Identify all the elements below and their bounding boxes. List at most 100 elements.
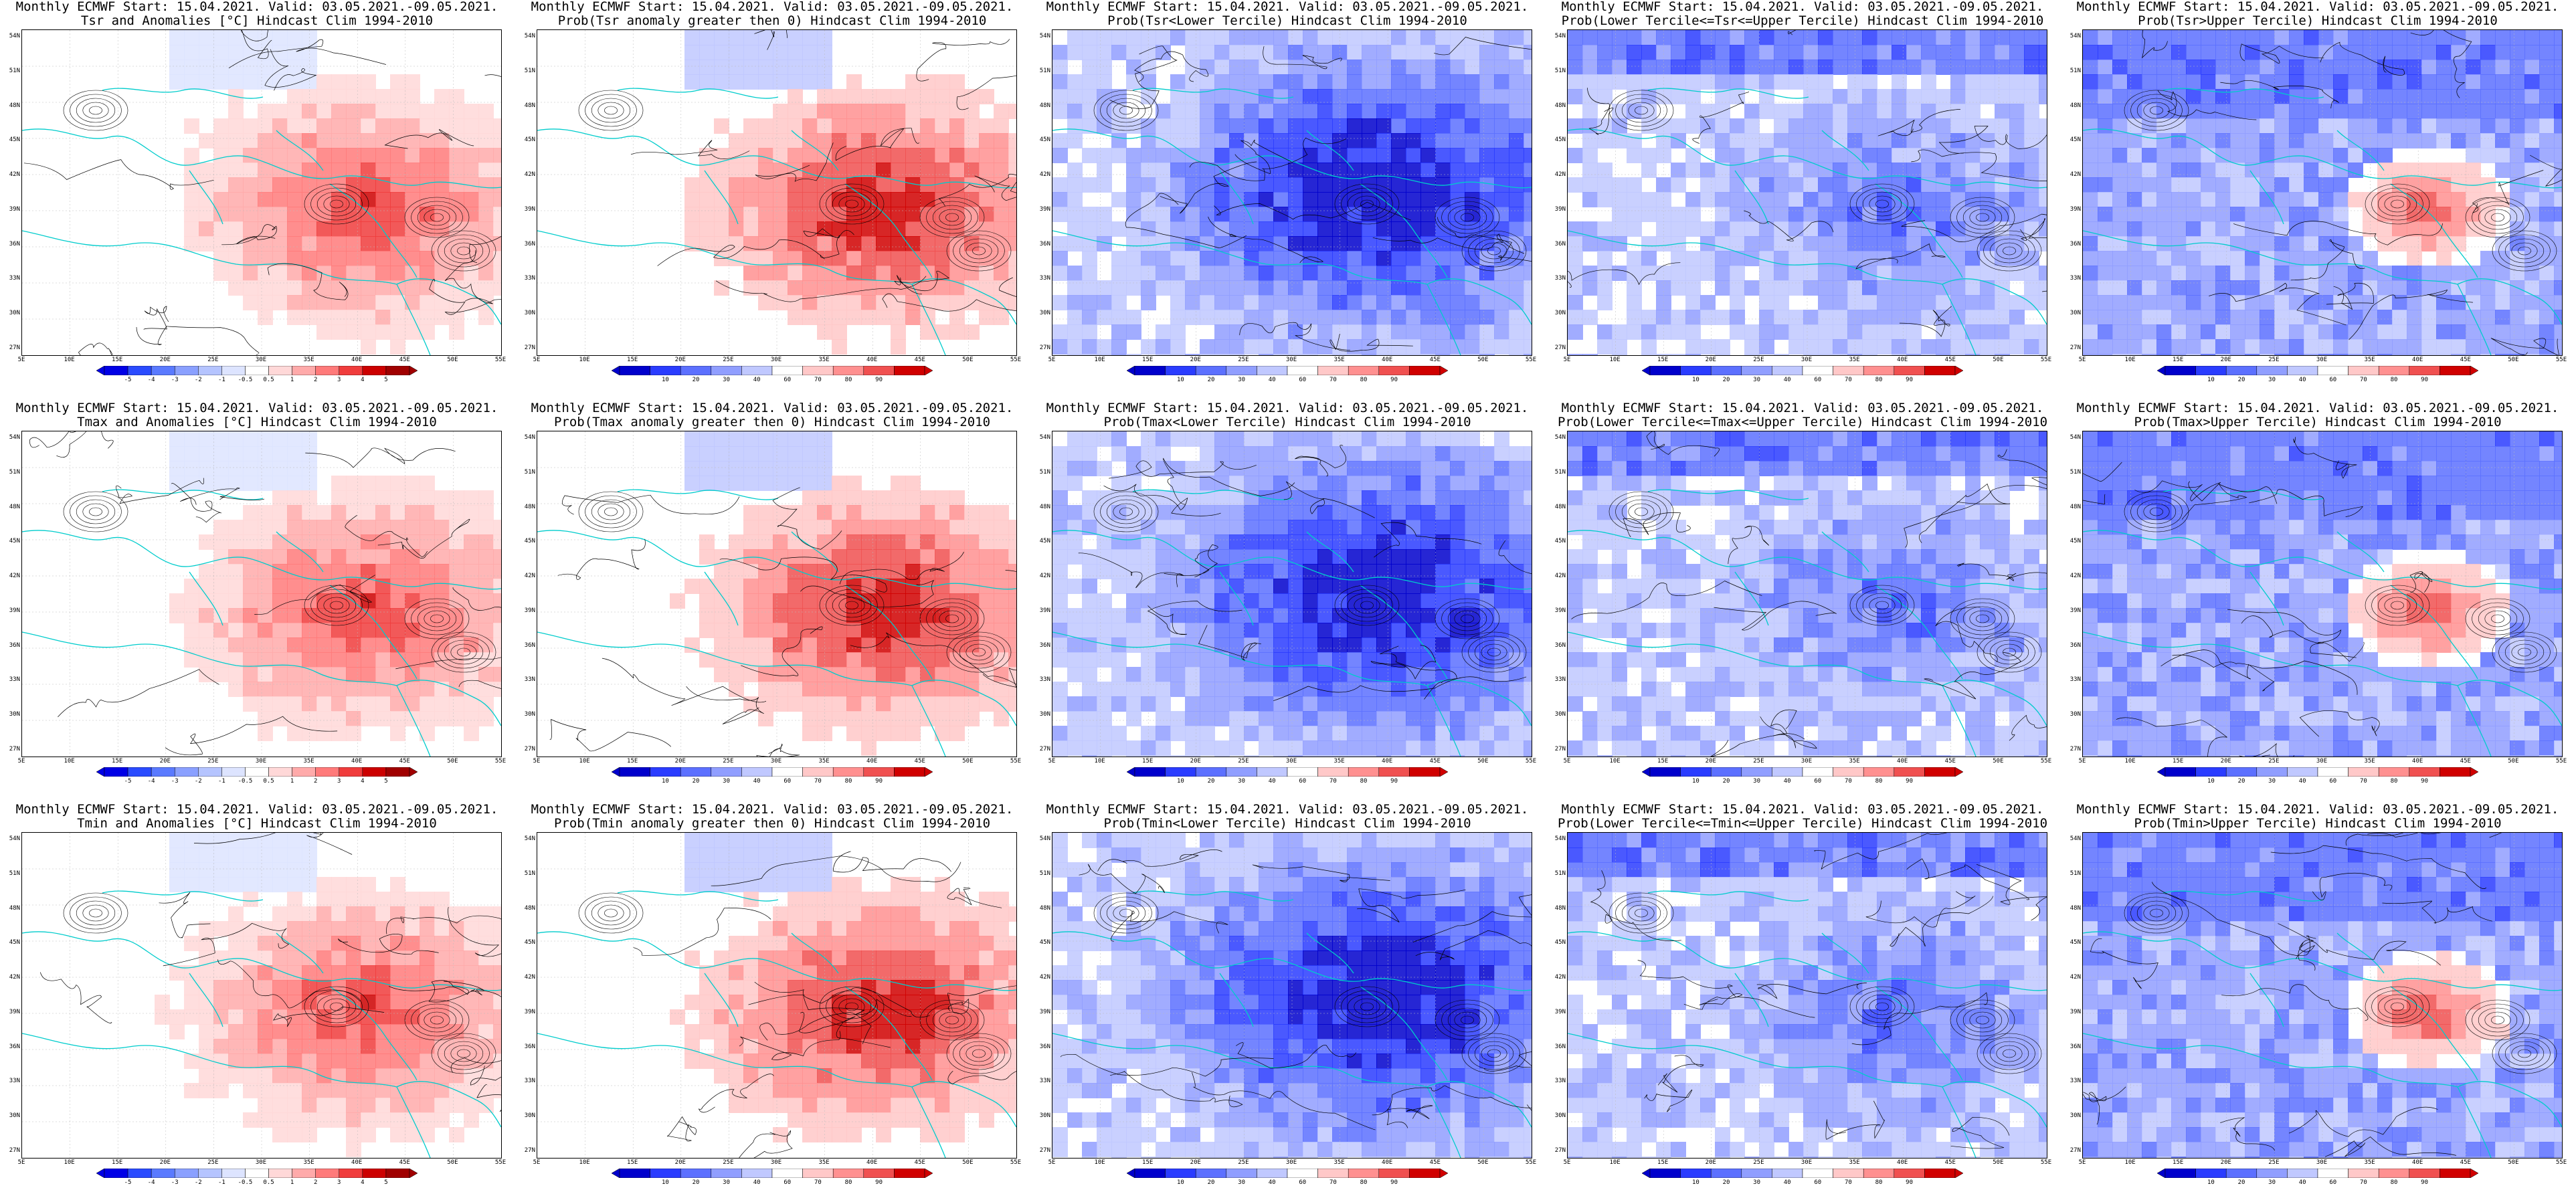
- latitude-label: 36N: [524, 641, 535, 649]
- latitude-label: 39N: [2069, 607, 2081, 614]
- colorbar-label: 60: [1814, 377, 1822, 383]
- latitude-label: 39N: [524, 607, 535, 614]
- colorbar-label: 60: [2329, 377, 2337, 383]
- map-svg: [1568, 30, 2047, 355]
- colorbar-label: 4: [361, 1179, 365, 1186]
- longitude-label: 5E: [1563, 758, 1571, 765]
- panel-title-line2: Prob(Tmin>Upper Tercile) Hindcast Clim 1…: [2134, 816, 2502, 831]
- map-svg: [2083, 833, 2562, 1158]
- longitude-label: 20E: [674, 758, 686, 765]
- latitude-label: 48N: [524, 904, 535, 912]
- longitude-label: 45E: [399, 357, 410, 363]
- colorbar: [1126, 1168, 1449, 1179]
- panel-title: Monthly ECMWF Start: 15.04.2021. Valid: …: [1033, 803, 1542, 831]
- colorbar-label: 30: [1753, 778, 1761, 785]
- longitude-label: 25E: [1753, 357, 1764, 363]
- longitude-label: 10E: [64, 357, 75, 363]
- latitude-label: 42N: [524, 573, 535, 580]
- longitude-label: 35E: [303, 357, 314, 363]
- latitude-label: 33N: [1039, 1078, 1050, 1085]
- colorbar-label: -2: [194, 1179, 202, 1186]
- longitude-label: 40E: [1897, 357, 1908, 363]
- longitude-label: 45E: [1944, 1159, 1956, 1166]
- longitude-label: 35E: [1849, 758, 1860, 765]
- latitude-label: 33N: [1554, 676, 1566, 684]
- longitude-label: 5E: [533, 758, 541, 765]
- colorbar-label: 30: [2268, 1179, 2276, 1186]
- colorbar-label: 90: [2421, 778, 2429, 785]
- latitude-label: 36N: [9, 1043, 20, 1050]
- latitude-label: 51N: [1039, 870, 1050, 877]
- colorbar: [1641, 767, 1964, 777]
- latitude-label: 48N: [1554, 904, 1566, 912]
- latitude-label: 54N: [9, 835, 20, 842]
- latitude-label: 39N: [1039, 205, 1050, 213]
- longitude-label: 20E: [2220, 357, 2231, 363]
- longitude-label: 10E: [1094, 357, 1105, 363]
- colorbar-label: 30: [1753, 1179, 1761, 1186]
- latitude-label: 51N: [9, 468, 20, 476]
- colorbar-label: 10: [661, 1179, 669, 1186]
- colorbar-label: 30: [1238, 377, 1246, 383]
- latitude-label: 36N: [524, 240, 535, 247]
- longitude-label: 45E: [1944, 758, 1956, 765]
- map-area: [537, 29, 1017, 356]
- latitude-label: 42N: [2069, 171, 2081, 179]
- latitude-label: 54N: [9, 434, 20, 441]
- longitude-label: 15E: [627, 357, 638, 363]
- colorbar-label: -4: [147, 778, 155, 785]
- longitude-label: 45E: [2460, 758, 2471, 765]
- longitude-label: 25E: [207, 758, 219, 765]
- colorbar-label: 30: [2268, 778, 2276, 785]
- longitude-label: 5E: [2078, 1159, 2086, 1166]
- longitude-label: 25E: [207, 357, 219, 363]
- latitude-label: 45N: [524, 939, 535, 946]
- colorbar-label: 80: [1875, 377, 1883, 383]
- panel-title-line1: Monthly ECMWF Start: 15.04.2021. Valid: …: [2076, 401, 2559, 415]
- longitude-label: 50E: [962, 758, 974, 765]
- latitude-label: 48N: [2069, 904, 2081, 912]
- latitude-label: 54N: [1554, 434, 1566, 441]
- longitude-label: 10E: [1609, 758, 1621, 765]
- longitude-label: 20E: [1190, 1159, 1201, 1166]
- colorbar: [1641, 365, 1964, 376]
- longitude-label: 30E: [2316, 357, 2328, 363]
- longitude-label: 45E: [914, 758, 925, 765]
- colorbar-label: 40: [1268, 1179, 1276, 1186]
- longitude-label: 25E: [723, 357, 734, 363]
- latitude-label: 45N: [1039, 136, 1050, 144]
- colorbar-label: -3: [171, 377, 179, 383]
- longitude-label: 15E: [112, 357, 123, 363]
- latitude-label: 42N: [1554, 573, 1566, 580]
- latitude-label: 36N: [1554, 240, 1566, 247]
- longitude-label: 15E: [2173, 357, 2184, 363]
- longitude-label: 45E: [399, 758, 410, 765]
- longitude-label: 30E: [770, 758, 782, 765]
- latitude-label: 36N: [524, 1043, 535, 1050]
- colorbar-label: 40: [2298, 377, 2306, 383]
- map-panel: Monthly ECMWF Start: 15.04.2021. Valid: …: [3, 803, 511, 1204]
- latitude-label: 48N: [2069, 503, 2081, 510]
- longitude-label: 35E: [2364, 357, 2375, 363]
- latitude-label: 45N: [1039, 939, 1050, 946]
- latitude-label: 54N: [1039, 835, 1050, 842]
- latitude-label: 51N: [1554, 67, 1566, 74]
- longitude-label: 55E: [1010, 758, 1022, 765]
- panel-title: Monthly ECMWF Start: 15.04.2021. Valid: …: [518, 401, 1026, 429]
- latitude-label: 36N: [9, 240, 20, 247]
- longitude-label: 40E: [1897, 758, 1908, 765]
- latitude-label: 51N: [1039, 67, 1050, 74]
- longitude-label: 30E: [1801, 1159, 1813, 1166]
- panel-title: Monthly ECMWF Start: 15.04.2021. Valid: …: [3, 401, 511, 429]
- latitude-label: 27N: [9, 344, 20, 351]
- map-area: [1052, 832, 1532, 1159]
- longitude-label: 50E: [447, 1159, 458, 1166]
- panel-title-line2: Prob(Tmax<Lower Tercile) Hindcast Clim 1…: [1103, 415, 1471, 429]
- longitude-label: 45E: [1429, 1159, 1441, 1166]
- latitude-label: 54N: [2069, 434, 2081, 441]
- colorbar-label: 60: [2329, 1179, 2337, 1186]
- latitude-label: 45N: [1554, 538, 1566, 545]
- colorbar-label: -4: [147, 377, 155, 383]
- longitude-label: 40E: [2412, 1159, 2423, 1166]
- latitude-label: 45N: [9, 939, 20, 946]
